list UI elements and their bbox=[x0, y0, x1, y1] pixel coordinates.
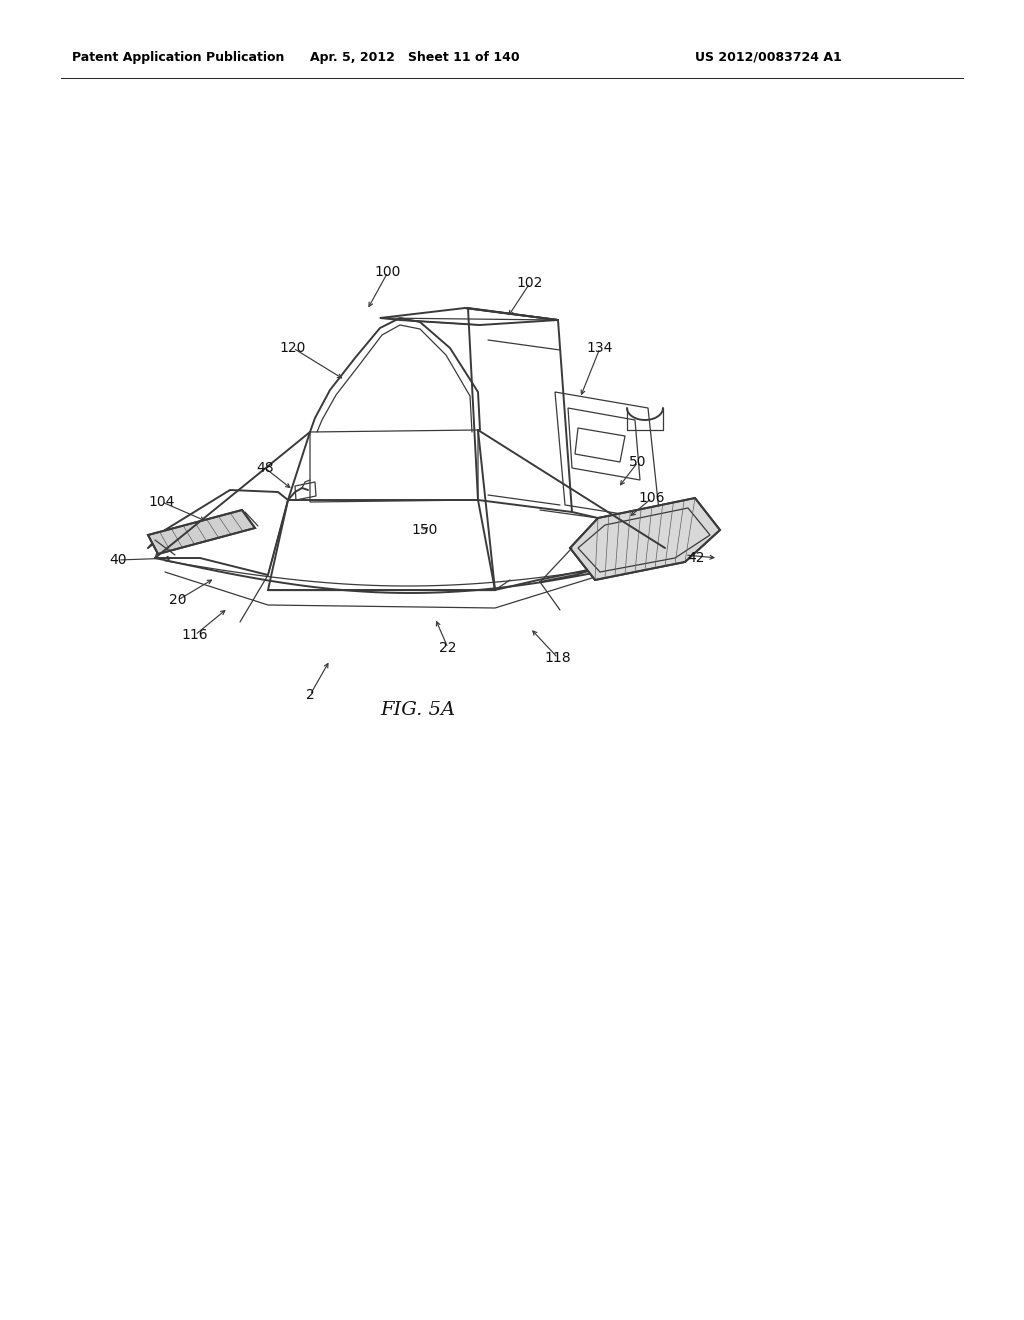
Text: 50: 50 bbox=[630, 455, 647, 469]
Polygon shape bbox=[570, 498, 720, 579]
Text: 116: 116 bbox=[181, 628, 208, 642]
Text: FIG. 5A: FIG. 5A bbox=[381, 701, 456, 719]
Text: 106: 106 bbox=[639, 491, 666, 506]
Text: 2: 2 bbox=[305, 688, 314, 702]
Text: 22: 22 bbox=[439, 642, 457, 655]
Text: 42: 42 bbox=[687, 550, 705, 565]
Text: US 2012/0083724 A1: US 2012/0083724 A1 bbox=[695, 50, 842, 63]
Text: 134: 134 bbox=[587, 341, 613, 355]
Text: 118: 118 bbox=[545, 651, 571, 665]
Text: 40: 40 bbox=[110, 553, 127, 568]
Text: Patent Application Publication: Patent Application Publication bbox=[72, 50, 285, 63]
Text: 48: 48 bbox=[256, 461, 273, 475]
Text: Apr. 5, 2012   Sheet 11 of 140: Apr. 5, 2012 Sheet 11 of 140 bbox=[310, 50, 520, 63]
Polygon shape bbox=[148, 510, 255, 554]
Text: 120: 120 bbox=[280, 341, 306, 355]
Text: 100: 100 bbox=[375, 265, 401, 279]
Text: 104: 104 bbox=[148, 495, 175, 510]
Text: 150: 150 bbox=[412, 523, 438, 537]
Text: 102: 102 bbox=[517, 276, 543, 290]
Text: 20: 20 bbox=[169, 593, 186, 607]
